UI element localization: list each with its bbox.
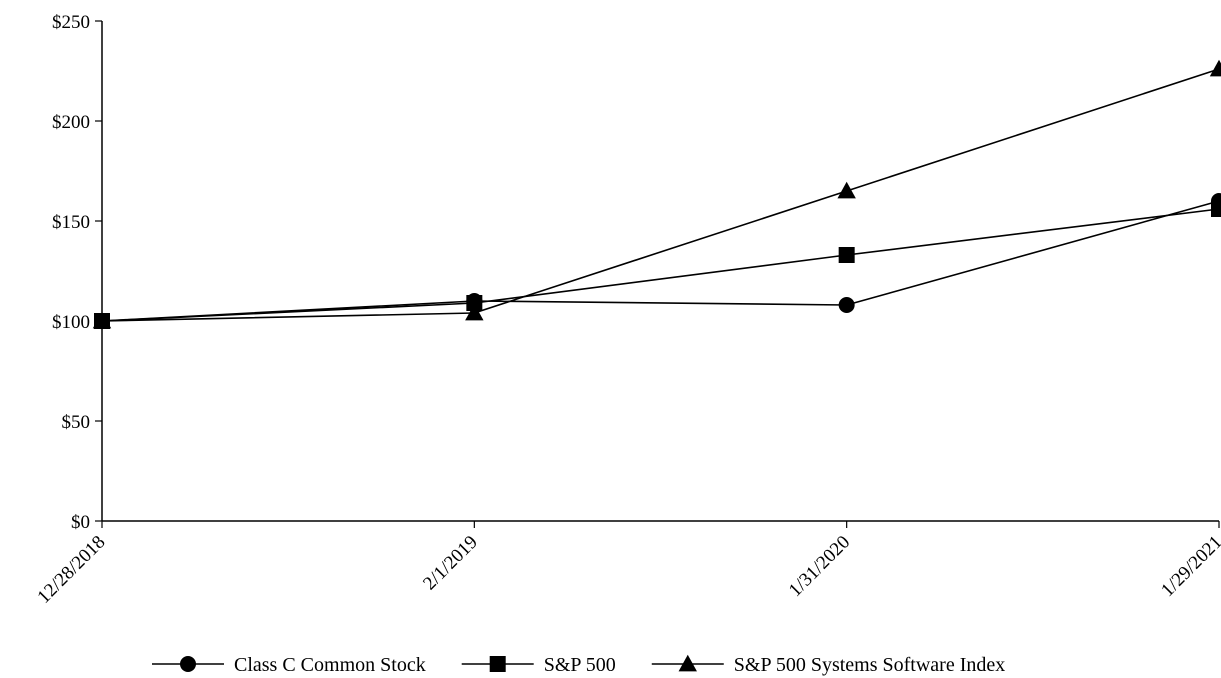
y-axis: $0 $50 $100 $150 $200 $250 xyxy=(52,12,103,533)
legend-marker-square xyxy=(489,656,506,672)
legend-label: S&P 500 Systems Software Index xyxy=(734,654,1005,676)
series-line xyxy=(101,208,1220,322)
legend-item-2: S&P 500 xyxy=(461,654,616,676)
x-tick-label: 1/29/2021 xyxy=(1157,532,1221,601)
legend-marker-triangle xyxy=(678,654,697,672)
legend-label: S&P 500 xyxy=(544,654,616,676)
y-tick-label: $50 xyxy=(62,412,91,433)
series-line xyxy=(101,200,1220,322)
legend-item-3: S&P 500 Systems Software Index xyxy=(651,654,1005,676)
x-tick-label: 1/31/2020 xyxy=(785,532,854,601)
series-line xyxy=(101,68,1220,322)
data-point-circle xyxy=(838,297,855,313)
data-point-triangle xyxy=(1209,59,1221,77)
y-tick-label: $100 xyxy=(52,312,90,333)
series-1 xyxy=(94,193,1221,329)
data-point-square xyxy=(838,247,855,263)
legend-label: Class C Common Stock xyxy=(234,654,426,676)
data-point-triangle xyxy=(837,181,856,199)
legend: Class C Common Stock S&P 500 S&P 500 Syste… xyxy=(152,654,1005,676)
data-point-square xyxy=(466,295,483,311)
x-tick-label: 2/1/2019 xyxy=(419,532,482,595)
x-axis: 12/28/2018 2/1/2019 1/31/2020 1/29/2021 xyxy=(33,520,1221,608)
y-tick-label: $0 xyxy=(71,512,90,533)
y-tick-label: $200 xyxy=(52,112,90,133)
data-point-square xyxy=(1211,201,1221,217)
legend-item-1: Class C Common Stock xyxy=(152,654,426,676)
x-tick-label: 12/28/2018 xyxy=(33,532,109,608)
data-point-triangle xyxy=(465,303,484,321)
data-point-triangle xyxy=(92,311,112,329)
series-2 xyxy=(94,201,1221,329)
series-group xyxy=(92,59,1221,329)
legend-marker-circle xyxy=(180,656,196,672)
series-3 xyxy=(92,59,1221,329)
y-tick-label: $150 xyxy=(52,212,90,233)
y-tick-label: $250 xyxy=(52,12,90,33)
